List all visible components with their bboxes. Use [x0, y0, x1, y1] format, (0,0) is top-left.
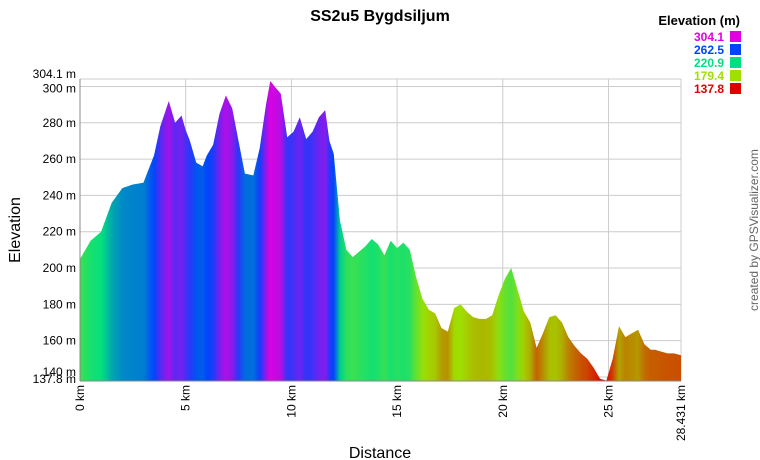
x-axis-label: Distance [349, 445, 411, 460]
y-tick-label: 304.1 m [33, 67, 76, 81]
x-axis-ticks: 0 km 5 km 10 km 15 km 20 km 25 km 28.431 km [73, 385, 688, 441]
legend-entry-label: 220.9 [694, 56, 724, 70]
legend-title: Elevation (m) [658, 13, 740, 28]
legend-swatch [730, 31, 741, 42]
legend-swatch [730, 44, 741, 55]
legend-entry-label: 137.8 [694, 82, 724, 96]
x-tick-label: 15 km [390, 385, 404, 418]
legend-swatch [730, 70, 741, 81]
x-tick-label: 28.431 km [674, 385, 688, 441]
x-tick-label: 10 km [284, 385, 298, 418]
y-tick-label: 300 m [43, 81, 76, 95]
y-axis-label: Elevation [7, 197, 24, 263]
legend-entry-label: 179.4 [694, 69, 724, 83]
x-tick-label: 0 km [73, 385, 87, 411]
y-tick-label: 280 m [43, 116, 76, 130]
elevation-area [80, 81, 681, 381]
credit-text: created by GPSVisualizer.com [747, 149, 760, 311]
y-tick-label: 220 m [43, 225, 76, 239]
legend-swatch [730, 83, 741, 94]
x-tick-label: 20 km [496, 385, 510, 418]
legend-swatch [730, 57, 741, 68]
legend-entry-label: 262.5 [694, 43, 724, 57]
y-tick-label: 180 m [43, 297, 76, 311]
legend-entry-label: 304.1 [694, 30, 724, 44]
axes [79, 79, 681, 382]
chart-title: SS2u5 Bygdsiljum [310, 8, 450, 25]
x-tick-label: 5 km [179, 385, 193, 411]
y-tick-label: 240 m [43, 188, 76, 202]
y-tick-label: 160 m [43, 334, 76, 348]
y-tick-label: 140 m [43, 365, 76, 379]
y-tick-label: 260 m [43, 152, 76, 166]
x-tick-label: 25 km [601, 385, 615, 418]
y-tick-label: 200 m [43, 261, 76, 275]
elevation-profile [80, 81, 681, 381]
y-tick-label: 137.8 m [33, 372, 76, 386]
